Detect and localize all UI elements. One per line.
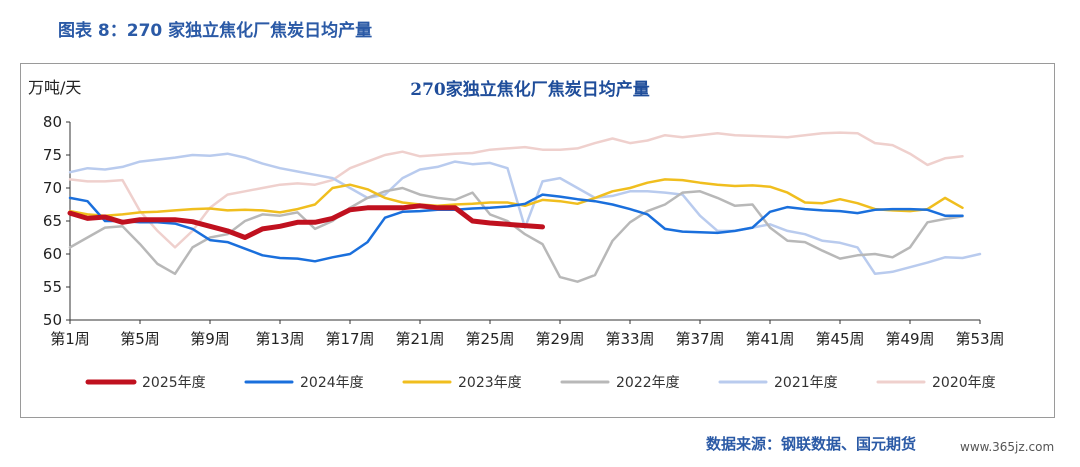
y-tick-label: 70: [43, 179, 62, 197]
figure-caption: 图表 8：270 家独立焦化厂焦炭日均产量: [58, 21, 373, 41]
y-tick-label: 80: [43, 113, 62, 131]
y-tick-label: 50: [43, 311, 62, 329]
series-line-2024年度: [68, 193, 964, 263]
watermark-text: www.365jz.com: [960, 440, 1055, 454]
y-tick-label: 55: [43, 278, 62, 296]
series-line-2025年度: [67, 203, 545, 240]
x-tick-label: 第13周: [255, 330, 304, 348]
x-tick-label: 第1周: [50, 330, 90, 348]
legend-label: 2021年度: [774, 375, 838, 391]
legend-label: 2020年度: [932, 375, 996, 391]
y-tick-label: 75: [43, 146, 62, 164]
series-layer: [67, 131, 982, 283]
legend-label: 2023年度: [458, 375, 522, 391]
x-tick-label: 第21周: [395, 330, 444, 348]
series-line-2020年度: [68, 131, 964, 249]
x-tick-label: 第5周: [120, 330, 160, 348]
x-tick-label: 第49周: [885, 330, 934, 348]
y-axis-unit-label: 万吨/天: [28, 78, 81, 97]
chart-title: 270家独立焦化厂焦炭日均产量: [410, 79, 650, 100]
legend-label: 2024年度: [300, 375, 364, 391]
x-tick-label: 第29周: [535, 330, 584, 348]
data-source-note: 数据来源：钢联数据、国元期货: [706, 435, 917, 453]
x-tick-label: 第25周: [465, 330, 514, 348]
y-tick-label: 60: [43, 245, 62, 263]
x-tick-label: 第45周: [815, 330, 864, 348]
chart-frame: [20, 63, 1055, 418]
y-tick-label: 65: [43, 212, 62, 230]
x-tick-label: 第17周: [325, 330, 374, 348]
x-tick-label: 第41周: [745, 330, 794, 348]
legend-label: 2025年度: [142, 375, 206, 391]
legend: 2025年度 2024年度 2023年度 2022年度 2021年度 2020年度: [85, 375, 996, 391]
x-tick-label: 第33周: [605, 330, 654, 348]
x-tick-label: 第53周: [955, 330, 1004, 348]
axes: 50 55 60 65 70 75 80 第1周 第5周 第9周 第13周 第17周 第21周 第25周 第…: [43, 113, 1005, 348]
x-tick-label: 第37周: [675, 330, 724, 348]
legend-label: 2022年度: [616, 375, 680, 391]
series-line-2022年度: [68, 186, 964, 283]
x-tick-label: 第9周: [190, 330, 230, 348]
